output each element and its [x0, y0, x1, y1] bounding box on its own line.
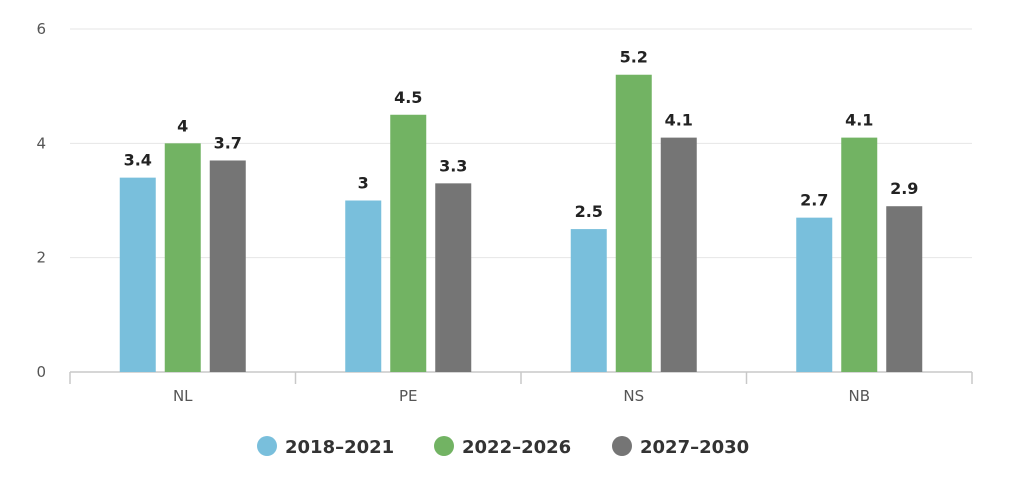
- y-tick-label: 6: [36, 20, 46, 38]
- x-tick-label: NL: [173, 387, 193, 405]
- data-label: 5.2: [620, 48, 648, 67]
- bar-nb-series-3[interactable]: [886, 206, 923, 372]
- bar-pe-series-2[interactable]: [390, 114, 427, 372]
- data-labels: 3.4 4 3.7 3 4.5 3.3 2.5 5.2 4.1 2.7 4.1 2.9: [124, 48, 919, 221]
- data-label: 4: [177, 116, 188, 135]
- bar-ns-series-3[interactable]: [660, 137, 697, 372]
- bar-ns-series-1[interactable]: [570, 229, 607, 372]
- legend-swatch: [257, 436, 277, 456]
- bar-nl-series-1[interactable]: [119, 177, 156, 372]
- legend-swatch: [612, 436, 632, 456]
- data-label: 3.3: [439, 156, 467, 175]
- x-tick-label: NS: [623, 387, 644, 405]
- y-tick-label: 0: [36, 363, 46, 381]
- bar-nb-series-2[interactable]: [841, 137, 878, 372]
- gridlines: [70, 28, 972, 259]
- data-label: 4.5: [394, 88, 422, 107]
- legend-label[interactable]: 2027–2030: [640, 437, 749, 458]
- legend-label[interactable]: 2022–2026: [462, 437, 571, 458]
- data-label: 3.7: [214, 133, 242, 152]
- legend[interactable]: 2018–2021 2022–2026 2027–2030: [257, 436, 749, 458]
- data-label: 3: [358, 174, 369, 193]
- legend-swatch: [434, 436, 454, 456]
- bar-nl-series-3[interactable]: [209, 160, 246, 372]
- legend-label[interactable]: 2018–2021: [285, 437, 394, 458]
- data-label: 3.4: [124, 151, 152, 170]
- bar-nb-series-1[interactable]: [796, 217, 833, 372]
- x-tick-label: PE: [399, 387, 418, 405]
- x-tick-label: NB: [848, 387, 870, 405]
- data-label: 2.5: [575, 202, 603, 221]
- bar-pe-series-1[interactable]: [345, 200, 382, 373]
- data-label: 2.9: [890, 179, 918, 198]
- data-label: 2.7: [800, 191, 828, 210]
- data-label: 4.1: [845, 111, 873, 130]
- y-tick-label: 2: [36, 249, 46, 267]
- bars: [119, 74, 923, 373]
- bar-nl-series-2[interactable]: [164, 143, 201, 372]
- data-label: 4.1: [665, 111, 693, 130]
- y-tick-label: 4: [36, 134, 46, 152]
- bar-pe-series-3[interactable]: [435, 183, 472, 372]
- bar-ns-series-2[interactable]: [615, 74, 652, 372]
- x-axis: NL PE NS NB: [69, 371, 973, 405]
- y-axis: 0 2 4 6: [36, 20, 46, 381]
